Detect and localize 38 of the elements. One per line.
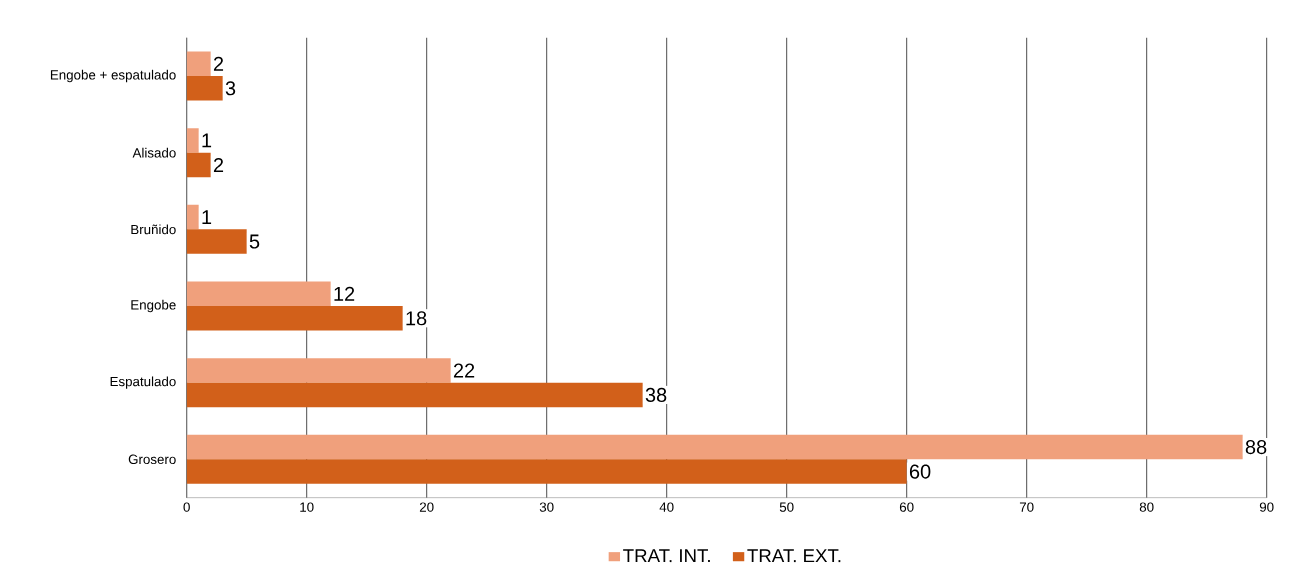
bar [186,357,451,383]
x-tick-label: 50 [779,502,794,512]
bar [186,459,907,484]
data-label: 12 [334,286,355,301]
bar [186,75,223,101]
data-label: 2 [213,56,224,71]
y-tick-label: Engobe + espatulado [50,69,176,82]
y-tick-label: Alisado [132,147,176,158]
data-label: 2 [213,157,224,172]
data-label: 38 [645,387,667,402]
x-tick-label: 20 [419,502,434,512]
legend-label: TRAT. EXT. [747,549,841,562]
bar [186,51,211,76]
bar [186,229,247,254]
x-tick-label: 60 [899,502,914,512]
bar [186,382,643,407]
x-tick-label: 80 [1139,502,1154,512]
x-tick-label: 70 [1019,502,1034,512]
data-label: 3 [225,80,236,96]
bar [186,434,1243,460]
y-tick-label: Engobe [131,299,176,312]
data-label: 88 [1245,439,1267,454]
y-tick-label: Bruñido [131,224,176,234]
data-label: 60 [909,464,931,479]
data-label: 5 [249,234,260,249]
bar [186,152,211,177]
data-label: 1 [202,209,212,224]
legend-label: TRAT. INT. [623,549,710,562]
x-tick-label: 90 [1259,502,1274,512]
y-tick-label: Grosero [128,454,176,464]
y-tick-label: Espatulado [110,376,176,389]
data-label: 18 [406,310,427,326]
x-tick-label: 0 [183,502,190,512]
data-label: 22 [453,363,475,378]
x-tick-label: 30 [539,502,554,512]
x-tick-label: 10 [300,502,314,512]
data-label: 1 [202,133,212,148]
x-tick-label: 40 [659,502,674,512]
